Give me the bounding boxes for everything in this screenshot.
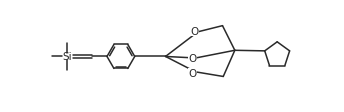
Text: O: O xyxy=(191,27,199,37)
Text: O: O xyxy=(189,68,196,78)
Text: O: O xyxy=(189,54,196,63)
Text: Si: Si xyxy=(62,52,72,62)
